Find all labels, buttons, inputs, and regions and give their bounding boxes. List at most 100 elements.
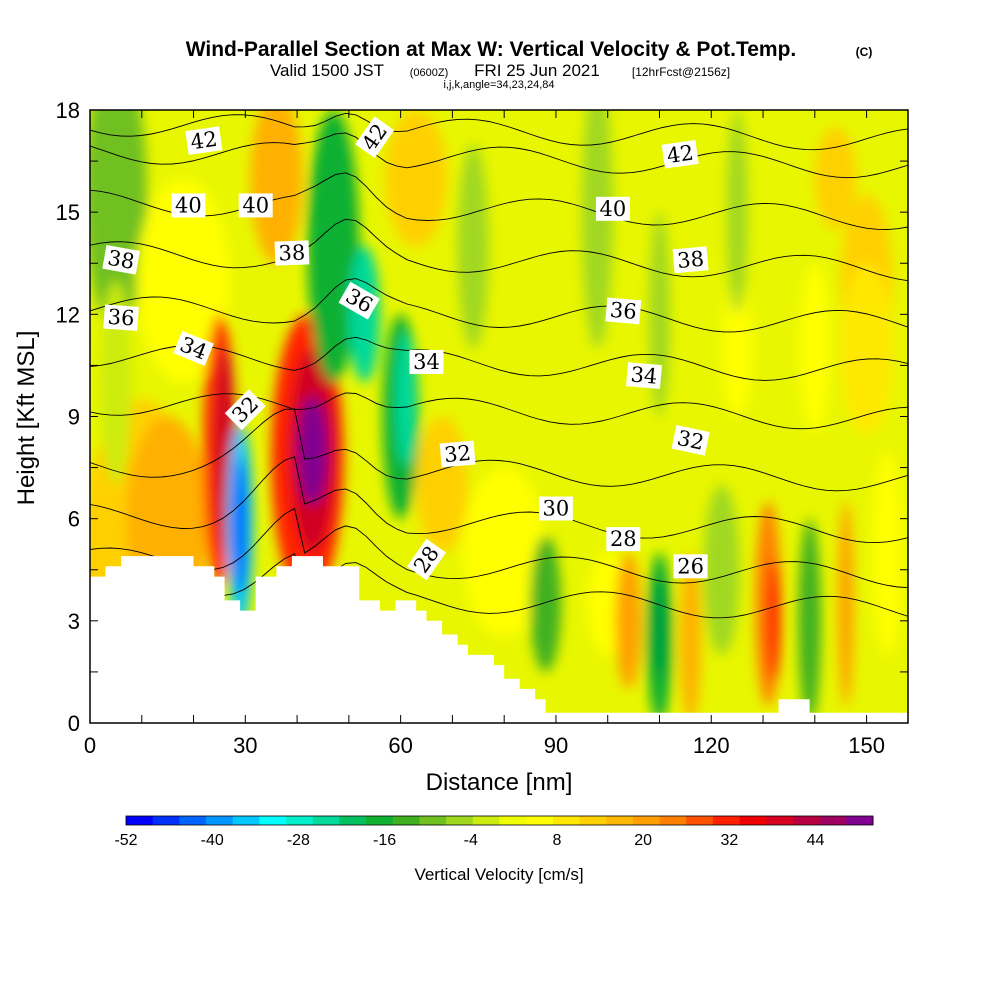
colorbar-swatch — [179, 816, 207, 825]
chart-subtitle: Valid 1500 JST (0600Z) FRI 25 Jun 2021 [… — [270, 61, 730, 91]
velocity-feature — [416, 416, 468, 553]
theta-label-box — [338, 281, 380, 320]
theta-contour-line — [90, 172, 908, 230]
chart-title-suffix: (C) — [856, 45, 873, 59]
velocity-feature — [721, 280, 753, 417]
theta-contour-line — [90, 336, 908, 381]
theta-contour-line — [90, 112, 908, 151]
colorbar-swatch — [312, 816, 340, 825]
colorbar-tick-label: 8 — [553, 832, 562, 849]
theta-label-box — [671, 425, 710, 456]
theta-label-box — [171, 193, 206, 218]
subtitle-grid-params: i,j,k,angle=34,23,24,84 — [443, 79, 554, 91]
theta-label-text: 26 — [677, 554, 704, 578]
theta-label: 40 — [595, 196, 630, 221]
theta-label-box — [103, 304, 139, 331]
colorbar-swatch — [659, 816, 687, 825]
theta-label-text: 38 — [676, 247, 705, 273]
colorbar-tick-label: 20 — [634, 832, 652, 849]
x-tick-label: 120 — [693, 733, 730, 758]
y-tick-label: 15 — [56, 200, 80, 225]
theta-label: 36 — [605, 297, 642, 325]
theta-label-text: 34 — [630, 362, 659, 388]
theta-label-text: 36 — [609, 298, 638, 324]
theta-label: 38 — [672, 246, 709, 274]
theta-label-text: 42 — [189, 127, 219, 154]
theta-label-box — [238, 193, 273, 218]
theta-label-text: 28 — [610, 527, 637, 551]
terrain-mask — [90, 556, 908, 723]
theta-contour-line — [90, 132, 908, 179]
theta-label-box — [224, 389, 266, 431]
colorbar-tick-label: -52 — [114, 832, 137, 849]
y-tick-label: 9 — [68, 405, 80, 430]
colorbar-tick-label: -4 — [464, 832, 478, 849]
velocity-feature — [136, 178, 230, 383]
theta-label: 42 — [661, 140, 699, 169]
colorbar-swatch — [259, 816, 287, 825]
chart-title: Wind-Parallel Section at Max W: Vertical… — [186, 38, 797, 61]
theta-label: 28 — [606, 527, 641, 552]
velocity-feature — [233, 457, 247, 594]
velocity-feature — [766, 559, 781, 683]
theta-label-box — [673, 554, 708, 579]
colorbar-swatch — [606, 816, 634, 825]
colorbar-swatch — [526, 816, 554, 825]
velocity-feature — [100, 280, 132, 485]
velocity-feature — [250, 110, 303, 264]
velocity-feature — [726, 110, 748, 315]
theta-label-box — [605, 297, 642, 325]
colorbar-swatch — [579, 816, 607, 825]
colorbar-tick-label: -16 — [373, 832, 396, 849]
colorbar-swatch — [206, 816, 234, 825]
theta-label-box — [355, 116, 395, 159]
theta-contour-line — [90, 278, 908, 333]
colorbar-swatch — [499, 816, 527, 825]
theta-label-box — [538, 496, 573, 521]
velocity-feature — [457, 144, 489, 349]
velocity-feature — [653, 576, 666, 679]
colorbar-swatch — [419, 816, 447, 825]
theta-label-text: 38 — [278, 241, 306, 266]
theta-label-text: 38 — [106, 246, 136, 274]
colorbar-tick-label: 32 — [720, 832, 738, 849]
subtitle-valid: Valid 1500 JST — [270, 61, 384, 80]
theta-label-text: 40 — [600, 197, 627, 221]
velocity-feature — [838, 501, 854, 706]
theta-label-text: 40 — [242, 193, 269, 217]
colorbar-swatch — [739, 816, 767, 825]
theta-label-text: 30 — [543, 497, 570, 521]
theta-label-box — [606, 527, 641, 552]
theta-label: 32 — [439, 440, 476, 468]
x-tick-label: 90 — [544, 733, 568, 758]
colorbar-label: Vertical Velocity [cm/s] — [414, 865, 583, 884]
velocity-feature — [840, 263, 893, 434]
velocity-feature — [385, 110, 448, 247]
x-axis: 0 30 60 90 120 150 — [84, 110, 885, 758]
colorbar-tick-label: -28 — [287, 832, 310, 849]
theta-contour-line — [90, 456, 908, 544]
colorbar: -52 -40 -28 -16 -4 8 20 32 44 — [114, 815, 874, 849]
y-tick-label: 3 — [68, 609, 80, 634]
theta-label: 40 — [238, 193, 273, 218]
colorbar-swatch — [686, 816, 714, 825]
theta-label-text: 36 — [107, 305, 135, 331]
theta-label-box — [406, 538, 447, 581]
y-axis-label: Height [Kft MSL] — [13, 331, 40, 506]
y-tick-label: 18 — [56, 98, 80, 123]
theta-label-box — [274, 240, 310, 266]
theta-contour-line — [90, 218, 908, 282]
colorbar-swatch — [792, 816, 821, 825]
velocity-feature — [530, 535, 562, 672]
colorbar-swatch — [819, 816, 847, 825]
velocity-field-blobs — [90, 110, 903, 723]
colorbar-swatch — [232, 816, 260, 825]
theta-label: 38 — [102, 245, 140, 275]
theta-label: 34 — [626, 362, 662, 390]
subtitle-forecast: [12hrFcst@2156z] — [632, 65, 730, 79]
x-tick-label: 150 — [848, 733, 885, 758]
velocity-feature — [871, 450, 903, 655]
theta-label-text: 40 — [175, 193, 202, 217]
